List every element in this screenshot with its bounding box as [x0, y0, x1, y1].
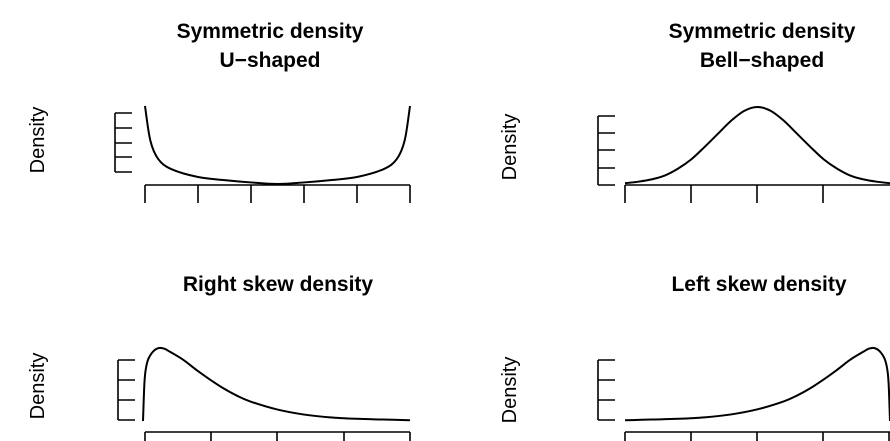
panel-1-ylabel: Density — [27, 107, 49, 174]
panel-2-density-curve — [624, 105, 890, 185]
panel-3-density-curve — [142, 346, 411, 422]
panel-3-ylabel: Density — [27, 353, 49, 420]
panel-1-density-curve — [144, 105, 411, 186]
panel-2-ylabel: Density — [499, 114, 521, 181]
panel-3-title-line1: Right skew density — [183, 273, 374, 296]
panel-1-title-line1: Symmetric density — [177, 20, 364, 43]
panel-4-y-axis — [597, 359, 615, 421]
panel-1-title-line2: U−shaped — [220, 49, 321, 72]
panel-right-skew: Right skew density Density — [27, 273, 411, 441]
panel-4-ylabel: Density — [499, 357, 521, 424]
panel-3-y-axis — [117, 359, 135, 421]
panel-left-skew: Left skew density Density — [499, 273, 890, 441]
panel-4-density-curve — [624, 346, 890, 422]
panel-2-title-line2: Bell−shaped — [700, 49, 824, 72]
panel-u-shaped: Symmetric density U−shaped Density — [27, 20, 411, 203]
panel-4-title-line1: Left skew density — [671, 273, 846, 296]
panel-2-title-line1: Symmetric density — [669, 20, 856, 43]
panel-bell-shaped: Symmetric density Bell−shaped Density — [499, 20, 890, 203]
